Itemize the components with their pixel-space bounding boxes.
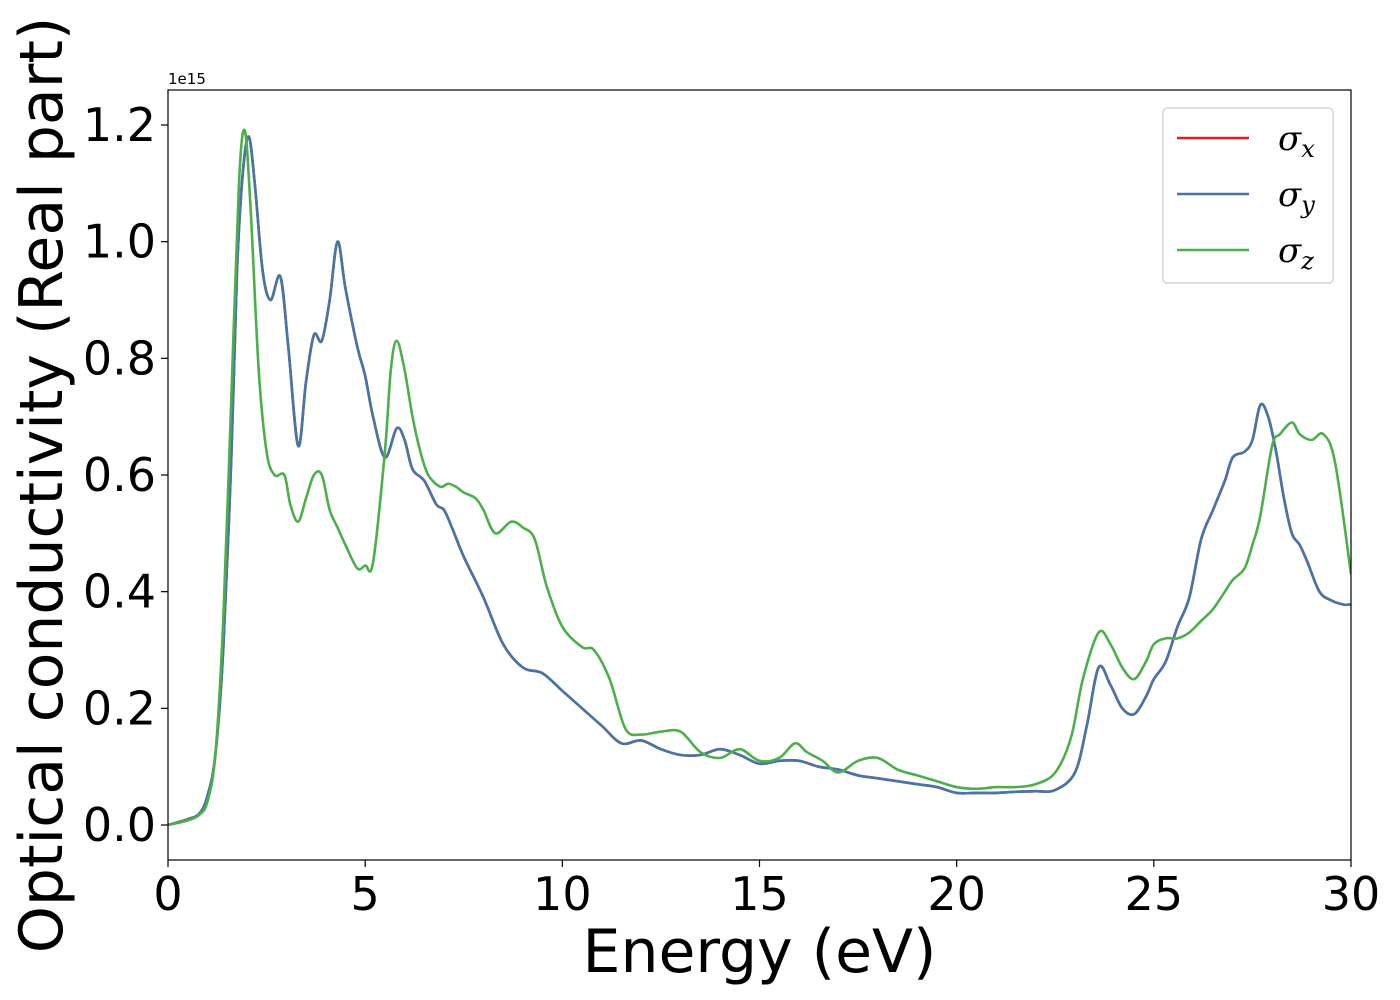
y-tick-label: 1.0: [83, 215, 156, 269]
x-tick-label: 25: [1125, 867, 1184, 921]
series-line-sigma-z: [168, 128, 1351, 827]
y-tick-label: 0.4: [83, 565, 156, 619]
legend-label-sigma-y: σy: [1278, 175, 1315, 219]
x-tick-label: 20: [927, 867, 986, 921]
y-tick-label: 1.2: [83, 98, 156, 152]
y-axis-ticks: 0.0 0.2 0.4 0.6 0.8 1.0 1.2: [83, 98, 168, 852]
y-tick-label: 0.6: [83, 448, 156, 502]
y-tick-label: 0.0: [83, 798, 156, 852]
legend-label-sigma-x: σx: [1278, 119, 1315, 163]
x-axis-label: Energy (eV): [583, 917, 937, 987]
legend: σx σy σz: [1162, 107, 1334, 284]
x-tick-label: 0: [153, 867, 182, 921]
legend-box: [1162, 107, 1334, 284]
series-line-sigma-y: [168, 135, 1351, 827]
y-tick-label: 0.2: [83, 681, 156, 735]
plot-area: [168, 90, 1351, 860]
x-tick-label: 5: [351, 867, 380, 921]
x-tick-label: 10: [533, 867, 592, 921]
y-axis-label: Optical conductivity (Real part): [7, 17, 77, 954]
y-tick-label: 0.8: [83, 331, 156, 385]
x-tick-label: 30: [1322, 867, 1381, 921]
series-layer: [168, 128, 1351, 827]
x-tick-label: 15: [730, 867, 789, 921]
legend-label-sigma-z: σz: [1278, 231, 1314, 275]
x-axis-ticks: 0 5 10 15 20 25 30: [153, 860, 1380, 921]
y-offset-label: 1e15: [168, 70, 206, 88]
